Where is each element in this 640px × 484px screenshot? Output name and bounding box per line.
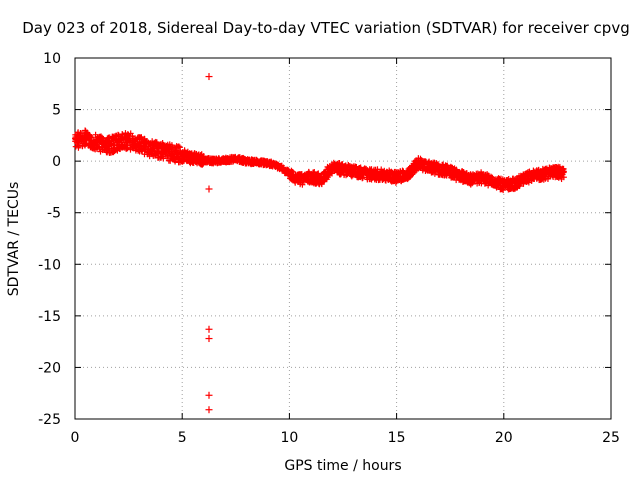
data-point bbox=[75, 144, 82, 151]
y-tick-label: 10 bbox=[43, 51, 61, 67]
y-tick-label: 5 bbox=[52, 103, 61, 119]
data-point bbox=[176, 144, 183, 151]
data-point bbox=[173, 147, 180, 154]
axis-ticks bbox=[74, 57, 612, 420]
x-tick-label: 20 bbox=[495, 430, 513, 446]
grid-lines bbox=[75, 58, 611, 419]
y-tick-label: -15 bbox=[38, 309, 61, 325]
y-axis-label: SDTVAR / TECUs bbox=[6, 182, 22, 297]
plot-frame bbox=[74, 57, 612, 420]
x-tick-label: 10 bbox=[280, 430, 298, 446]
data-series bbox=[72, 73, 567, 414]
data-point bbox=[88, 134, 95, 141]
y-tick-label: -10 bbox=[38, 257, 61, 273]
y-tick-labels: -25 -20 -15 -10 -5 0 5 10 bbox=[38, 51, 61, 428]
x-axis-label: GPS time / hours bbox=[284, 458, 401, 474]
data-point bbox=[72, 143, 79, 150]
x-tick-label: 0 bbox=[71, 430, 80, 446]
x-tick-label: 25 bbox=[602, 430, 620, 446]
data-point bbox=[175, 143, 182, 150]
x-tick-labels: 0 5 10 15 20 25 bbox=[71, 430, 620, 446]
chart-title: Day 023 of 2018, Sidereal Day-to-day VTE… bbox=[22, 19, 629, 37]
y-tick-label: -25 bbox=[38, 412, 61, 428]
y-tick-label: -20 bbox=[38, 360, 61, 376]
y-tick-label: 0 bbox=[52, 154, 61, 170]
x-tick-label: 5 bbox=[178, 430, 187, 446]
y-tick-label: -5 bbox=[47, 206, 61, 222]
x-tick-label: 15 bbox=[388, 430, 406, 446]
